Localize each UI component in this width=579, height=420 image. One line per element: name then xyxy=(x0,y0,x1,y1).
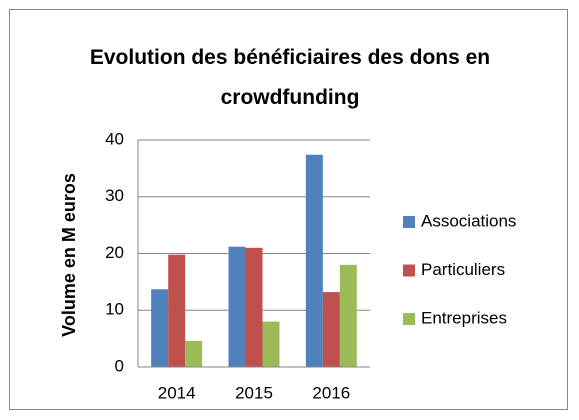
bar xyxy=(339,264,357,367)
x-tick-label: 2014 xyxy=(158,383,196,402)
legend-swatch xyxy=(403,216,415,228)
y-tick-label: 20 xyxy=(105,243,124,262)
y-tick-label: 40 xyxy=(105,129,124,148)
legend-swatch xyxy=(403,264,415,277)
y-tick-label: 10 xyxy=(105,300,124,319)
bar xyxy=(245,247,263,367)
y-tick-label: 30 xyxy=(105,186,124,205)
bar xyxy=(185,340,203,367)
bar xyxy=(322,292,340,367)
x-tick-label: 2015 xyxy=(235,383,273,402)
bar xyxy=(305,154,323,367)
legend-label: Associations xyxy=(421,211,516,230)
legend-label: Entreprises xyxy=(421,308,507,327)
bar xyxy=(168,254,186,367)
legend-swatch xyxy=(403,313,415,325)
y-tick-label: 0 xyxy=(115,356,124,375)
bar xyxy=(262,321,280,367)
y-axis-label: Volume en M euros xyxy=(59,173,79,337)
bar xyxy=(228,246,246,367)
legend-label: Particuliers xyxy=(421,260,505,279)
chart-frame xyxy=(9,9,568,410)
bar xyxy=(151,289,169,367)
x-tick-label: 2016 xyxy=(312,383,350,402)
chart-title: Evolution des bénéficiaires des dons en … xyxy=(89,46,491,109)
